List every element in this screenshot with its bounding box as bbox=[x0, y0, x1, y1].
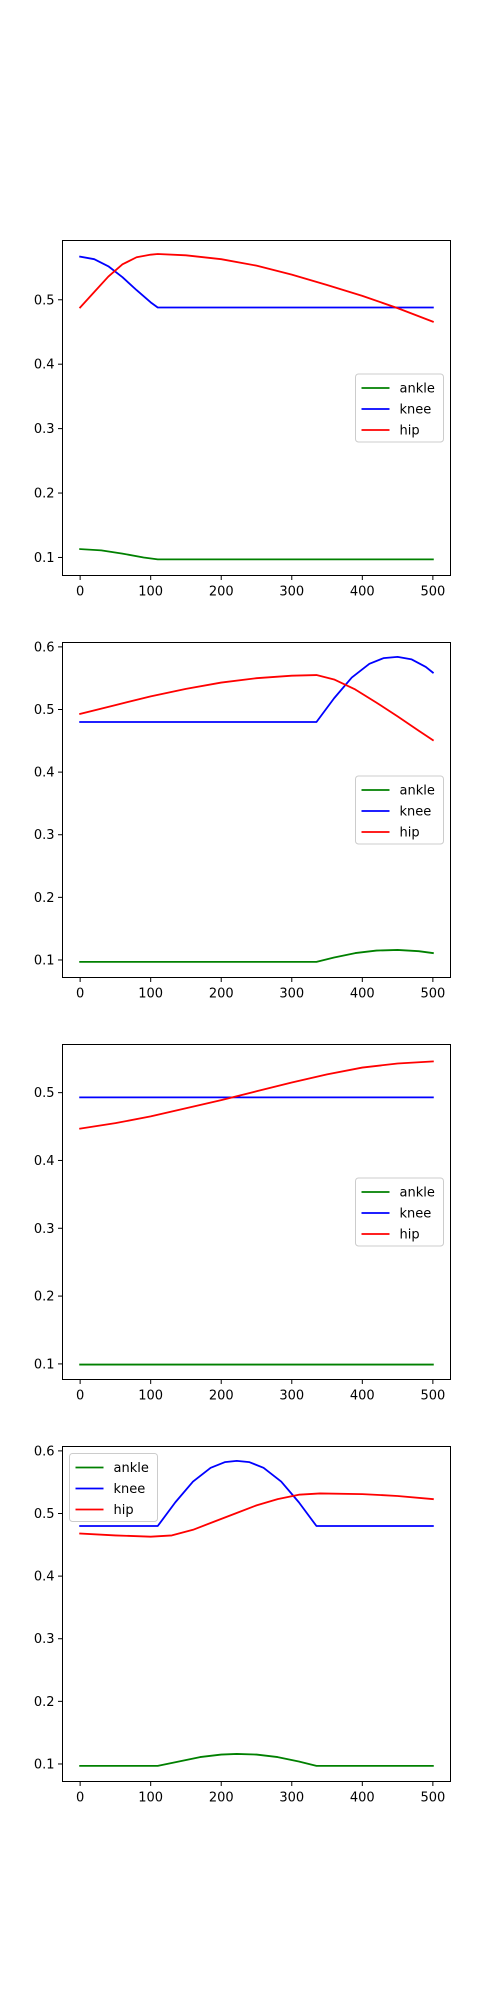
series-line-ankle bbox=[79, 949, 434, 963]
x-tick-label: 100 bbox=[138, 1791, 163, 1806]
legend-label-hip: hip bbox=[400, 1228, 420, 1243]
series-line-knee bbox=[79, 656, 435, 723]
legend-box bbox=[355, 775, 444, 845]
legend-label-ankle: ankle bbox=[400, 784, 435, 799]
x-tick-label: 500 bbox=[420, 987, 445, 1002]
legend-box bbox=[355, 373, 444, 443]
y-tick-label: 0.4 bbox=[34, 1154, 55, 1169]
x-tick-label: 400 bbox=[350, 585, 375, 600]
x-tick-label: 300 bbox=[279, 585, 304, 600]
series-line-knee bbox=[79, 255, 434, 309]
chart-panel-1: 0 100 200 300 400 500 0.1 0.2 0.3 0.4 0.5 ankle knee… bbox=[34, 240, 451, 600]
x-tick-label: 100 bbox=[138, 585, 163, 600]
x-tick-label: 300 bbox=[279, 1791, 304, 1806]
y-tick-label: 0.4 bbox=[34, 358, 55, 373]
legend: ankle knee hip bbox=[355, 775, 444, 845]
x-tick-label: 0 bbox=[76, 1389, 84, 1404]
legend: ankle knee hip bbox=[355, 1177, 444, 1247]
y-tick-label: 0.2 bbox=[34, 1695, 55, 1710]
y-tick-label: 0.4 bbox=[34, 1570, 55, 1585]
x-tick-label: 400 bbox=[350, 1389, 375, 1404]
legend: ankle knee hip bbox=[69, 1453, 158, 1522]
chart-panel-2: 0 100 200 300 400 500 0.1 0.2 0.3 0.4 0.5 0.6 ankle k… bbox=[34, 640, 451, 1002]
series-line-hip bbox=[78, 253, 435, 323]
legend-label-hip: hip bbox=[400, 826, 420, 841]
legend-label-knee: knee bbox=[400, 403, 432, 418]
y-tick-label: 0.3 bbox=[34, 828, 55, 843]
x-tick-label: 400 bbox=[350, 987, 375, 1002]
x-tick-label: 0 bbox=[76, 987, 84, 1002]
x-tick-label: 500 bbox=[420, 585, 445, 600]
x-tick-label: 500 bbox=[420, 1389, 445, 1404]
x-tick-label: 300 bbox=[279, 1389, 304, 1404]
axes-frame bbox=[62, 1446, 451, 1782]
y-tick-label: 0.1 bbox=[34, 1757, 55, 1772]
y-tick-label: 0.6 bbox=[34, 640, 55, 655]
y-tick-label: 0.6 bbox=[34, 1444, 55, 1459]
legend-label-ankle: ankle bbox=[400, 382, 435, 397]
legend-label-ankle: ankle bbox=[114, 1461, 149, 1476]
legend-label-knee: knee bbox=[400, 1207, 432, 1222]
x-tick-label: 0 bbox=[76, 585, 84, 600]
y-tick-label: 0.1 bbox=[34, 1357, 55, 1372]
series-line-hip bbox=[79, 1492, 434, 1538]
y-tick-label: 0.5 bbox=[34, 293, 55, 308]
series-line-hip bbox=[79, 1060, 434, 1130]
legend-label-ankle: ankle bbox=[400, 1186, 435, 1201]
y-tick-label: 0.5 bbox=[34, 1086, 55, 1101]
series-line-hip bbox=[79, 674, 435, 742]
y-tick-label: 0.2 bbox=[34, 891, 55, 906]
legend-label-hip: hip bbox=[114, 1503, 134, 1518]
series-line-knee bbox=[79, 1460, 434, 1527]
y-tick-label: 0.4 bbox=[34, 766, 55, 781]
y-tick-label: 0.1 bbox=[34, 551, 55, 566]
axes-frame bbox=[62, 240, 451, 576]
x-tick-label: 200 bbox=[209, 1791, 234, 1806]
y-tick-label: 0.5 bbox=[34, 1507, 55, 1522]
y-tick-label: 0.3 bbox=[34, 422, 55, 437]
x-tick-label: 100 bbox=[138, 1389, 163, 1404]
legend-box bbox=[355, 1177, 444, 1247]
series-line-ankle bbox=[79, 1753, 434, 1767]
legend-box bbox=[69, 1453, 158, 1522]
y-tick-label: 0.5 bbox=[34, 703, 55, 718]
legend: ankle knee hip bbox=[355, 373, 444, 443]
x-tick-label: 400 bbox=[350, 1791, 375, 1806]
legend-label-knee: knee bbox=[114, 1482, 146, 1497]
y-tick-label: 0.1 bbox=[34, 953, 55, 968]
x-tick-label: 200 bbox=[209, 585, 234, 600]
legend-label-hip: hip bbox=[400, 424, 420, 439]
axes-frame bbox=[62, 642, 451, 978]
y-tick-label: 0.3 bbox=[34, 1632, 55, 1647]
x-tick-label: 300 bbox=[279, 987, 304, 1002]
x-tick-label: 200 bbox=[209, 987, 234, 1002]
x-tick-label: 500 bbox=[420, 1791, 445, 1806]
x-tick-label: 200 bbox=[209, 1389, 234, 1404]
chart-panel-4: 0 100 200 300 400 500 0.1 0.2 0.3 0.4 0.5 0.6 ankle k… bbox=[34, 1444, 451, 1806]
axes-frame bbox=[62, 1044, 451, 1380]
y-tick-label: 0.2 bbox=[34, 1290, 55, 1305]
chart-panel-3: 0 100 200 300 400 500 0.1 0.2 0.3 0.4 0.5 ankle knee… bbox=[34, 1044, 451, 1404]
legend-label-knee: knee bbox=[400, 805, 432, 820]
x-tick-label: 100 bbox=[138, 987, 163, 1002]
y-tick-label: 0.3 bbox=[34, 1222, 55, 1237]
x-tick-label: 0 bbox=[76, 1791, 84, 1806]
series-line-ankle bbox=[79, 548, 434, 561]
y-tick-label: 0.2 bbox=[34, 487, 55, 502]
